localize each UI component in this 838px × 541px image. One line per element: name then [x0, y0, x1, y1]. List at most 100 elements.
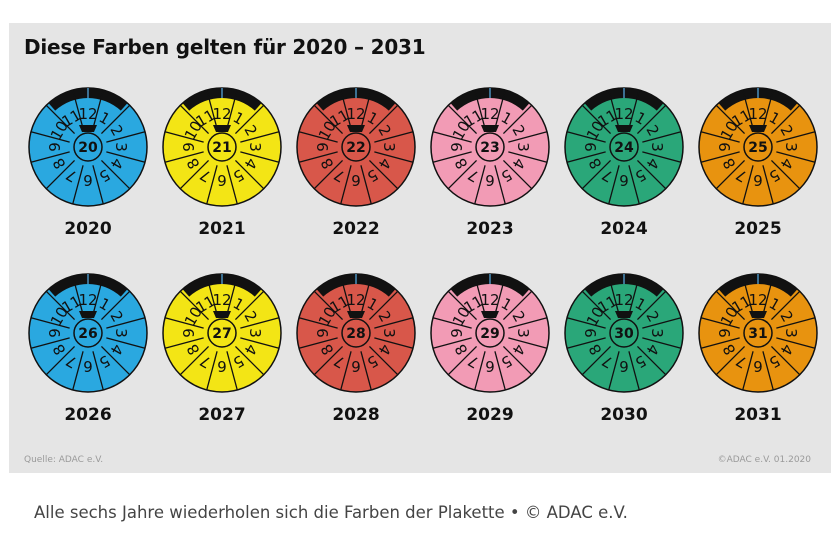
- sticker-spoke: [566, 131, 606, 143]
- badge-2025: 1 12 11 10 9 8 7 6 5 4 3 2 25 2025: [691, 87, 825, 262]
- sticker-top-band: [48, 274, 128, 297]
- sticker-month-number: 9: [314, 142, 332, 152]
- sticker-month-number: 9: [314, 328, 332, 338]
- sticker-spoke: [508, 317, 548, 329]
- sticker-center: [475, 132, 505, 162]
- sticker-month-number: 9: [180, 142, 198, 152]
- badge-2026: 1 12 11 10 9 8 7 6 5 4 3 2 26 2026: [21, 273, 155, 448]
- sticker-spoke: [502, 159, 533, 190]
- sticker-spoke: [30, 337, 70, 349]
- sticker-month-number: 6: [83, 357, 93, 375]
- sticker-spoke: [715, 290, 746, 321]
- sticker-spoke: [628, 351, 640, 391]
- sticker-spoke: [502, 290, 533, 321]
- sticker-spoke: [700, 317, 740, 329]
- sticker-spoke: [776, 131, 816, 143]
- sticker-spoke: [770, 159, 801, 190]
- sticker-month-number: 12: [78, 105, 97, 123]
- sticker-spoke: [72, 165, 84, 205]
- sticker-spoke: [494, 89, 506, 129]
- sticker-spoke: [447, 104, 478, 135]
- sticker-spoke: [715, 159, 746, 190]
- badge-2023: 1 12 11 10 9 8 7 6 5 4 3 2 23 2023: [423, 87, 557, 262]
- sticker-month-number: 6: [753, 357, 763, 375]
- sticker-year-number: 29: [480, 326, 499, 342]
- sticker-spoke: [240, 337, 280, 349]
- sticker-spoke: [368, 345, 399, 376]
- sticker-spoke: [92, 89, 104, 129]
- sticker-spoke: [374, 151, 414, 163]
- sticker-spoke: [776, 317, 816, 329]
- sticker-spoke: [502, 345, 533, 376]
- sticker-spoke: [508, 337, 548, 349]
- sticker-spoke: [432, 131, 472, 143]
- badge-year-label: 2023: [466, 219, 514, 239]
- sticker-spoke: [636, 345, 667, 376]
- source-note: Quelle: ADAC e.V.: [24, 455, 104, 465]
- sticker-spoke: [636, 104, 667, 135]
- infographic-title: Diese Farben gelten für 2020 – 2031: [24, 35, 426, 59]
- badge-2024: 1 12 11 10 9 8 7 6 5 4 3 2 24 2024: [557, 87, 691, 262]
- sticker-spoke: [474, 275, 486, 315]
- sticker-month-number: 6: [83, 171, 93, 189]
- sticker-year-number: 27: [212, 326, 231, 342]
- sticker-spoke: [700, 131, 740, 143]
- sticker-month-number: 9: [582, 328, 600, 338]
- sticker-year-number: 25: [748, 140, 767, 156]
- sticker-year-number: 31: [748, 326, 767, 342]
- badge-2027: 1 12 11 10 9 8 7 6 5 4 3 2 27 2027: [155, 273, 289, 448]
- infographic-panel: Diese Farben gelten für 2020 – 2031 1 12 1…: [9, 23, 831, 473]
- sticker-month-number: 6: [217, 357, 227, 375]
- sticker-month-number: 6: [485, 357, 495, 375]
- sticker-spoke: [164, 131, 204, 143]
- sticker-year-number: 21: [212, 140, 231, 156]
- sticker-spoke: [474, 89, 486, 129]
- sticker-month-number: 12: [748, 291, 767, 309]
- sticker-month-number: 9: [180, 328, 198, 338]
- sticker-spoke: [234, 290, 265, 321]
- sticker-spoke: [642, 337, 682, 349]
- sticker-spoke: [298, 317, 338, 329]
- sticker-month-number: 6: [351, 357, 361, 375]
- sticker-spoke: [581, 104, 612, 135]
- sticker-spoke: [368, 159, 399, 190]
- badge-year-label: 2022: [332, 219, 380, 239]
- sticker-spoke: [608, 165, 620, 205]
- sticker-spoke: [742, 351, 754, 391]
- sticker-spoke: [770, 345, 801, 376]
- sticker-top-band: [584, 274, 664, 297]
- image-caption: Alle sechs Jahre wiederholen sich die Fa…: [34, 503, 628, 522]
- sticker-month-number: 3: [648, 328, 666, 338]
- sticker-spoke: [206, 351, 218, 391]
- sticker-spoke: [298, 151, 338, 163]
- badge-year-label: 2026: [64, 405, 112, 425]
- sticker-spoke: [72, 351, 84, 391]
- sticker-month-number: 12: [212, 105, 231, 123]
- sticker-spoke: [447, 290, 478, 321]
- sticker-spoke: [298, 337, 338, 349]
- sticker-spoke: [566, 151, 606, 163]
- sticker-spoke: [30, 151, 70, 163]
- sticker-month-number: 6: [485, 171, 495, 189]
- sticker-year-number: 24: [614, 140, 634, 156]
- sticker-top-band: [718, 87, 798, 111]
- sticker-month-number: 9: [46, 142, 64, 152]
- sticker-spoke: [92, 275, 104, 315]
- sticker-spoke: [360, 89, 372, 129]
- copyright-note: ©ADAC e.V. 01.2020: [717, 455, 811, 465]
- badge-year-label: 2027: [198, 405, 246, 425]
- sticker-spoke: [494, 275, 506, 315]
- sticker-spoke: [508, 151, 548, 163]
- badge-2028: 1 12 11 10 9 8 7 6 5 4 3 2 28 2028: [289, 273, 423, 448]
- sticker-center: [207, 132, 237, 162]
- sticker-spoke: [226, 89, 238, 129]
- sticker-spoke: [179, 290, 210, 321]
- sticker-spoke: [234, 345, 265, 376]
- badge-grid: 1 12 11 10 9 8 7 6 5 4 3 2 20 2020 1 12 11 10 9 8 7 6 5 4 3 2 21 20…: [9, 23, 831, 473]
- sticker-spoke: [100, 345, 131, 376]
- sticker-spoke: [762, 275, 774, 315]
- sticker-month-number: 12: [614, 105, 633, 123]
